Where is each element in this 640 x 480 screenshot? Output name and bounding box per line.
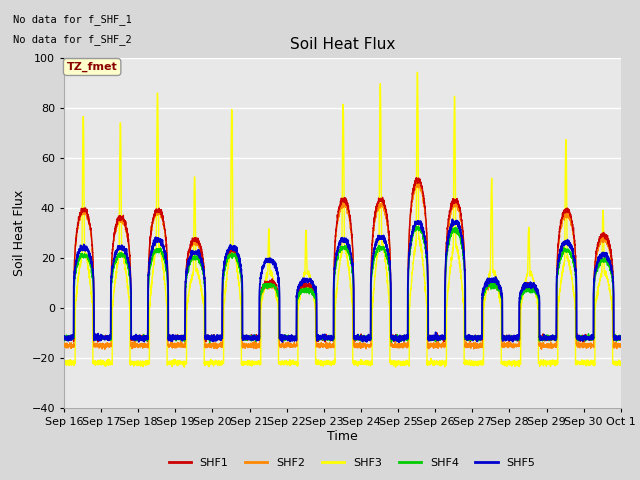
Text: TZ_fmet: TZ_fmet — [67, 62, 118, 72]
X-axis label: Time: Time — [327, 430, 358, 443]
Text: No data for f_SHF_1: No data for f_SHF_1 — [13, 14, 132, 25]
Text: No data for f_SHF_2: No data for f_SHF_2 — [13, 34, 132, 45]
Legend: SHF1, SHF2, SHF3, SHF4, SHF5: SHF1, SHF2, SHF3, SHF4, SHF5 — [164, 453, 540, 472]
Y-axis label: Soil Heat Flux: Soil Heat Flux — [13, 190, 26, 276]
Title: Soil Heat Flux: Soil Heat Flux — [290, 37, 395, 52]
